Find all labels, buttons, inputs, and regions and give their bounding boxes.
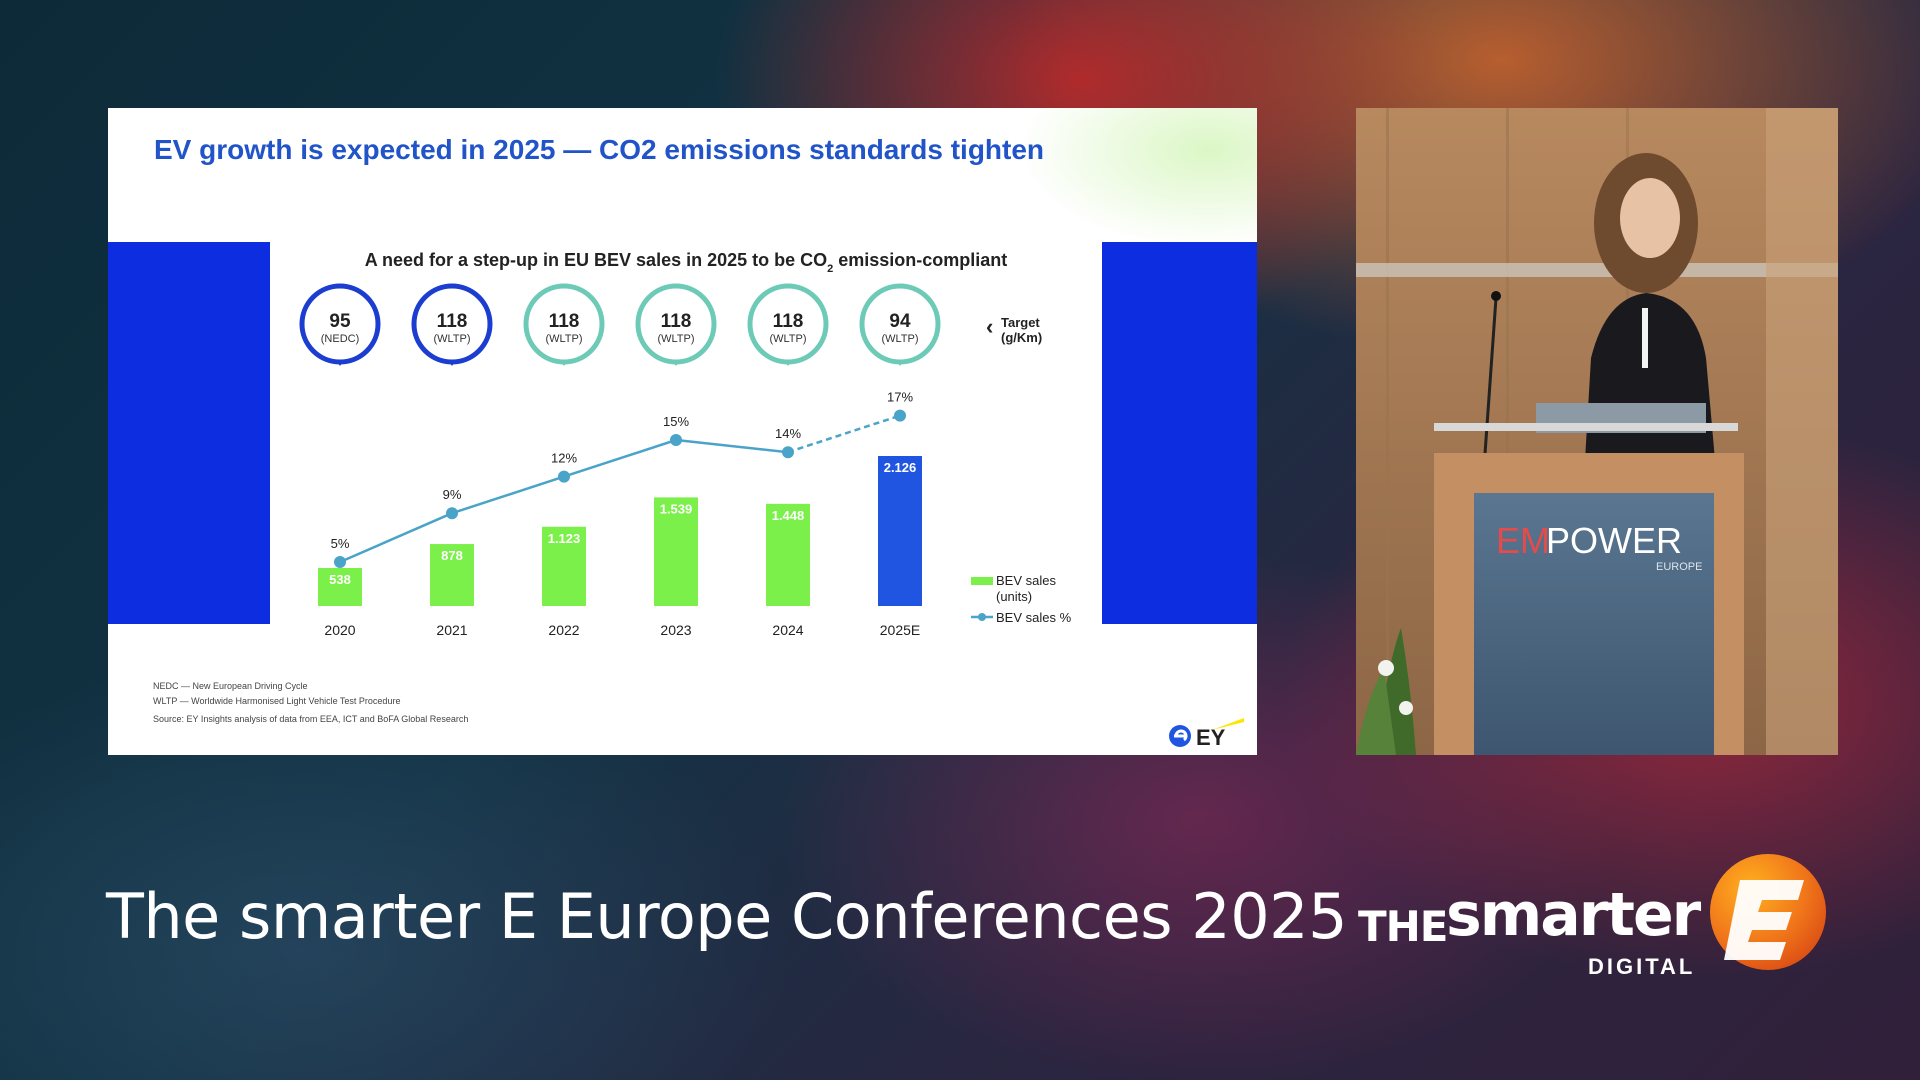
share-segment-0 xyxy=(339,512,453,564)
share-point-2021 xyxy=(446,507,458,520)
share-label-2022: 12% xyxy=(551,451,577,466)
share-label-2025E: 17% xyxy=(887,390,913,405)
podium-sign xyxy=(1474,493,1714,755)
target-ring xyxy=(747,283,829,365)
target-ring xyxy=(299,283,381,365)
target-standard: (WLTP) xyxy=(545,333,582,345)
share-point-2024 xyxy=(782,446,794,459)
legend-swatch-dot xyxy=(978,613,986,621)
share-label-2021: 9% xyxy=(443,487,462,502)
target-value: 94 xyxy=(889,311,911,332)
share-point-2025E xyxy=(894,409,906,422)
target-value: 118 xyxy=(661,311,692,332)
x-label-2023: 2023 xyxy=(660,622,691,638)
ey-logo: EY xyxy=(1169,718,1244,750)
legend-line-label: BEV sales % xyxy=(996,610,1072,625)
bar-label-2024: 1.448 xyxy=(772,508,805,523)
presentation-slide: EV growth is expected in 2025 — CO2 emis… xyxy=(108,108,1257,755)
target-standard: (WLTP) xyxy=(657,333,694,345)
share-point-2022 xyxy=(558,470,570,483)
target-standard: (WLTP) xyxy=(881,333,918,345)
share-segment-3 xyxy=(675,438,789,454)
brand-e-icon xyxy=(1710,854,1826,970)
target-marker-2023: 118(WLTP) xyxy=(635,283,717,366)
target-markers: 95(NEDC)118(WLTP)118(WLTP)118(WLTP)118(W… xyxy=(299,283,941,366)
podium-sign-power: POWER xyxy=(1546,520,1682,561)
legend-bar-label-2: (units) xyxy=(996,589,1032,604)
target-marker-2024: 118(WLTP) xyxy=(747,283,829,366)
speaker-video: EM POWER EUROPE xyxy=(1356,108,1838,755)
podium-sign-sub: EUROPE xyxy=(1656,561,1702,573)
podium-sign-em: EM xyxy=(1496,520,1550,561)
target-label-line2: (g/Km) xyxy=(1001,330,1042,345)
target-label: ‹ Target (g/Km) xyxy=(986,314,1042,345)
target-ring xyxy=(859,283,941,365)
share-line: 5% 9% 12% 15% 14% 17% xyxy=(331,390,913,568)
share-segment-4 xyxy=(787,414,901,454)
x-label-2021: 2021 xyxy=(436,622,467,638)
x-label-2022: 2022 xyxy=(548,622,579,638)
bar-2022 xyxy=(542,526,586,606)
bar-label-2022: 1.123 xyxy=(548,531,581,546)
target-marker-2020: 95(NEDC) xyxy=(299,283,381,366)
slide-glow xyxy=(1017,108,1257,248)
footnote-nedc: NEDC — New European Driving Cycle xyxy=(153,681,308,691)
target-standard: (WLTP) xyxy=(433,333,470,345)
x-label-2020: 2020 xyxy=(324,622,355,638)
share-segment-2 xyxy=(563,438,677,478)
share-label-2023: 15% xyxy=(663,414,689,429)
bar-2025E xyxy=(878,456,922,606)
conference-title: The smarter E Europe Conferences 2025 xyxy=(106,880,1348,953)
bar-label-2023: 1.539 xyxy=(660,501,693,516)
bev-sales-chart: A need for a step-up in EU BEV sales in … xyxy=(299,250,1072,638)
share-point-2023 xyxy=(670,434,682,446)
ey-logo-text: EY xyxy=(1196,725,1226,750)
target-value: 95 xyxy=(329,311,351,332)
x-label-2025E: 2025E xyxy=(880,622,920,638)
target-marker-2021: 118(WLTP) xyxy=(411,283,493,366)
brand-digital: DIGITAL xyxy=(1588,954,1696,979)
footnote-source: Source: EY Insights analysis of data fro… xyxy=(153,714,469,724)
legend: BEV sales (units) BEV sales % xyxy=(971,573,1072,625)
chart-card: A need for a step-up in EU BEV sales in … xyxy=(270,242,1102,652)
bar-2020 xyxy=(318,568,362,606)
bar-label-2025E: 2.126 xyxy=(884,460,917,475)
target-marker-2025E: 94(WLTP) xyxy=(859,283,941,366)
share-point-2020 xyxy=(334,556,346,568)
legend-bar-label-1: BEV sales xyxy=(996,573,1056,588)
slide-title: EV growth is expected in 2025 — CO2 emis… xyxy=(154,134,1045,165)
bar-2024 xyxy=(766,503,810,606)
target-ring xyxy=(411,283,493,365)
bar-2021 xyxy=(430,544,474,606)
ey-beam-icon xyxy=(1212,718,1244,730)
target-ring xyxy=(523,283,605,365)
share-label-2020: 5% xyxy=(331,536,350,551)
x-label-2024: 2024 xyxy=(772,622,803,638)
target-value: 118 xyxy=(549,311,580,332)
share-label-2024: 14% xyxy=(775,426,801,441)
target-value: 118 xyxy=(773,311,804,332)
target-chevron-icon: ‹ xyxy=(986,314,993,339)
x-axis-labels: 2020 2021 2022 2023 2024 2025E xyxy=(324,622,920,638)
target-label-line1: Target xyxy=(1001,315,1040,330)
brand-smarter: smarter xyxy=(1446,880,1701,950)
target-standard: (WLTP) xyxy=(769,333,806,345)
footnote-wltp: WLTP — Worldwide Harmonised Light Vehicl… xyxy=(153,696,401,706)
brand-the: THE xyxy=(1358,902,1448,951)
legend-swatch-bar xyxy=(971,577,993,585)
blue-band-right xyxy=(1102,242,1257,624)
bars: 538 878 1.123 1.539 1.448 2.126 xyxy=(318,456,922,606)
target-marker-2022: 118(WLTP) xyxy=(523,283,605,366)
speaker-scene: EM POWER EUROPE xyxy=(1356,108,1838,755)
share-segment-1 xyxy=(451,475,565,515)
smarter-e-digital-logo: THE smarter DIGITAL xyxy=(1352,850,1842,990)
blue-band-left xyxy=(108,242,270,624)
target-ring xyxy=(635,283,717,365)
bar-label-2021: 878 xyxy=(441,548,463,563)
target-standard: (NEDC) xyxy=(321,333,360,345)
bar-2023 xyxy=(654,497,698,606)
chart-title: A need for a step-up in EU BEV sales in … xyxy=(365,250,1008,275)
target-value: 118 xyxy=(437,311,468,332)
bar-label-2020: 538 xyxy=(329,572,351,587)
